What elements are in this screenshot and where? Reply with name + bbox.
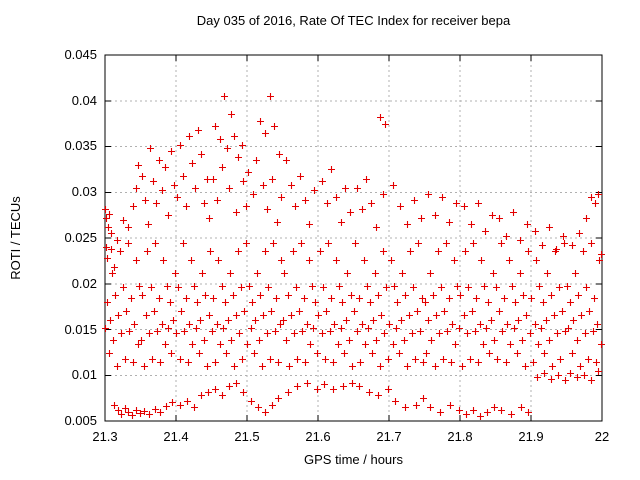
y-tick-label: 0.025 [64,230,97,245]
y-tick-label: 0.04 [71,93,97,108]
x-axis-label: GPS time / hours [304,452,403,467]
chart-title: Day 035 of 2016, Rate Of TEC Index for r… [196,13,511,28]
x-tick-label: 21.3 [92,429,118,444]
y-tick-label: 0.03 [71,184,97,199]
y-tick-label: 0.045 [64,47,97,62]
x-tick-label: 21.4 [163,429,189,444]
x-tick-label: 21.6 [305,429,331,444]
x-tick-label: 21.9 [518,429,544,444]
x-tick-label: 21.8 [447,429,473,444]
y-tick-label: 0.015 [64,322,97,337]
x-tick-label: 22 [594,429,610,444]
scatter-points [102,93,605,420]
y-axis-label: ROTI / TECUs [8,196,23,280]
y-tick-label: 0.005 [64,413,97,428]
y-tick-label: 0.01 [71,367,97,382]
y-tick-label: 0.035 [64,138,97,153]
x-tick-label: 21.7 [376,429,402,444]
x-tick-label: 21.5 [234,429,260,444]
y-tick-label: 0.02 [71,276,97,291]
